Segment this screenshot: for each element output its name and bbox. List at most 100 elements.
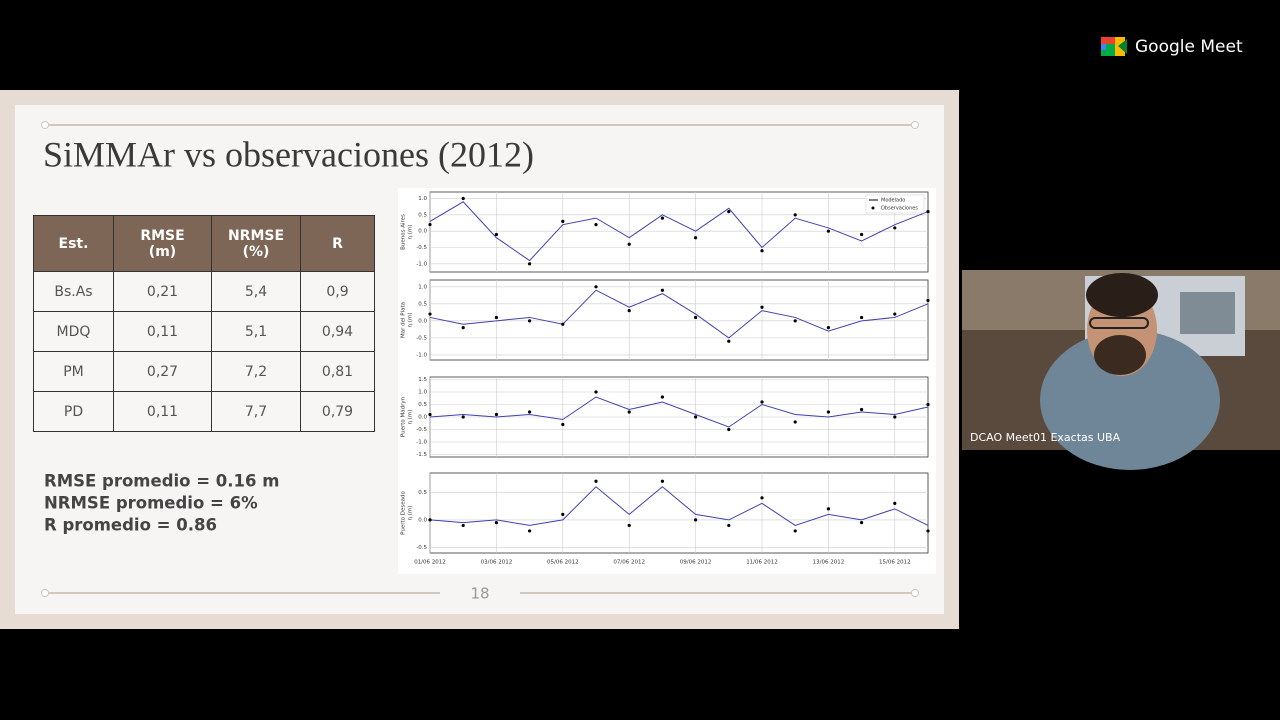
table-cell: 7,7 xyxy=(211,391,301,432)
series-point xyxy=(528,529,532,533)
y-tick-label: 0.5 xyxy=(418,301,427,307)
y-axis-label: η (m) xyxy=(408,506,414,521)
series-point xyxy=(660,479,665,483)
x-tick-label: 09/06 2012 xyxy=(680,560,712,566)
y-tick-label: -0.5 xyxy=(416,335,427,341)
x-tick-label: 13/06 2012 xyxy=(813,560,845,566)
table-cell: 5,1 xyxy=(211,311,301,352)
y-tick-label: -1.0 xyxy=(416,261,427,267)
series-point xyxy=(926,298,930,303)
series-point xyxy=(461,415,465,419)
y-tick-label: 0.5 xyxy=(418,212,427,218)
stats-table: Est. RMSE (m) NRMSE (%) R Bs.As 0,21 5,4 0,9 MDQ… xyxy=(33,215,375,432)
plot-area xyxy=(429,472,929,554)
line-chart: 1.0 0.5 0.0 -0.5 -1.0 Mar del Plata η (m) xyxy=(401,279,930,361)
y-tick-label: 1.0 xyxy=(418,390,427,396)
series-point xyxy=(760,305,764,309)
series-point xyxy=(494,521,498,525)
table-cell: MDQ xyxy=(33,311,114,352)
series-point xyxy=(860,407,864,412)
table-cell: 0,79 xyxy=(300,391,375,432)
table-cell: 0,11 xyxy=(113,311,212,352)
series-point xyxy=(528,262,532,266)
y-tick-label: 1.5 xyxy=(418,377,427,383)
series-point xyxy=(594,285,598,289)
series-point xyxy=(594,223,598,227)
table-cell: 0,81 xyxy=(300,351,375,392)
y-axis-label: Puerto Deseado xyxy=(401,491,407,535)
series-point xyxy=(793,529,797,533)
legend-label: Observaciones xyxy=(881,206,918,212)
y-tick-label: -0.5 xyxy=(416,545,427,551)
dot xyxy=(41,589,49,597)
series-point xyxy=(826,326,831,330)
series-point xyxy=(627,309,631,313)
table-cell: 0,9 xyxy=(300,271,375,312)
series-point xyxy=(461,326,465,330)
y-tick-label: 1.0 xyxy=(418,284,427,290)
series-point xyxy=(860,315,864,320)
series-point xyxy=(461,523,465,528)
series-point xyxy=(461,196,465,201)
series-point xyxy=(926,529,930,533)
y-tick-label: -0.5 xyxy=(416,245,427,251)
table-cell: PM xyxy=(33,351,114,392)
table-header: Est. xyxy=(33,215,114,272)
y-tick-label: -1.5 xyxy=(416,452,427,458)
series-line xyxy=(429,486,929,526)
series-point xyxy=(694,415,698,419)
dot xyxy=(41,121,49,129)
series-point xyxy=(727,523,731,528)
series-point xyxy=(926,209,930,214)
series-point xyxy=(826,507,831,511)
series-point xyxy=(793,319,797,323)
table-cell: 7,2 xyxy=(211,351,301,392)
series-point xyxy=(893,415,897,419)
series-point xyxy=(727,427,731,432)
y-tick-label: 0.0 xyxy=(418,517,427,523)
series-point xyxy=(694,315,698,320)
plot-area xyxy=(429,191,929,273)
series-point xyxy=(660,288,665,292)
series-point xyxy=(760,496,764,500)
y-tick-label: 0.5 xyxy=(418,490,427,496)
y-tick-label: 1.0 xyxy=(418,196,427,202)
dot xyxy=(911,121,919,129)
y-axis-label: Buenos Aires xyxy=(401,214,407,250)
series-point xyxy=(860,521,864,525)
series-point xyxy=(561,512,565,516)
series-point xyxy=(561,422,565,427)
slide-title: SiMMAr vs observaciones (2012) xyxy=(43,134,534,174)
x-tick-label: 15/06 2012 xyxy=(879,560,911,566)
table-cell: 0,11 xyxy=(113,391,212,432)
series-point xyxy=(893,226,897,230)
table-cell: 0,27 xyxy=(113,351,212,392)
series-line xyxy=(429,396,929,428)
summary: R promedio = 0.86 xyxy=(44,516,217,535)
y-axis-label: Puerto Madryn xyxy=(401,396,407,437)
y-axis-label: Mar del Plata xyxy=(401,302,407,338)
series-line xyxy=(429,289,929,339)
series-point xyxy=(660,395,665,399)
series-point xyxy=(494,232,498,237)
plot-area xyxy=(429,279,929,361)
series-point xyxy=(627,523,631,528)
meet-logo xyxy=(1101,37,1127,56)
app-name: Google Meet xyxy=(1135,37,1243,57)
series-point xyxy=(627,410,631,414)
y-tick-label: 0.0 xyxy=(418,318,427,324)
y-tick-label: 0.0 xyxy=(418,229,427,235)
x-tick-label: 03/06 2012 xyxy=(481,560,513,566)
table-cell: 0,21 xyxy=(113,271,212,312)
series-point xyxy=(826,229,831,233)
series-point xyxy=(826,410,831,414)
line-chart: 1.0 0.5 0.0 -0.5 -1.0 Buenos Aires η (m) Modela… xyxy=(401,191,930,273)
table-header: NRMSE (%) xyxy=(211,215,301,272)
x-tick-label: 11/06 2012 xyxy=(746,560,778,566)
video-tile xyxy=(962,270,1280,470)
legend xyxy=(865,194,925,214)
y-tick-label: -1.0 xyxy=(416,352,427,358)
series-line xyxy=(429,201,929,262)
